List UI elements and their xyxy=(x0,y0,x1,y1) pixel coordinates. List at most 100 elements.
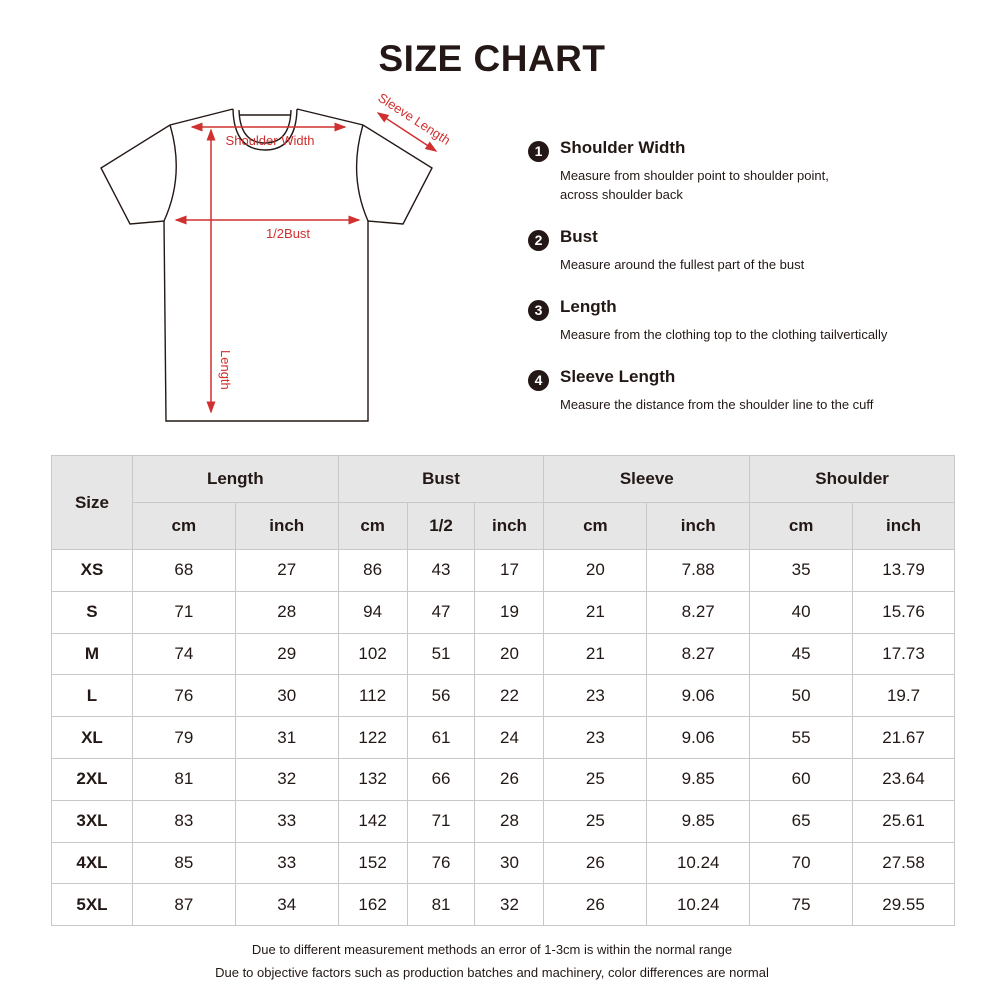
table-row: 2XL 81 32 132 66 26 25 9.85 60 23.64 xyxy=(51,757,955,801)
number-badge: 2 xyxy=(528,230,549,251)
value-cell: 70 xyxy=(749,841,854,885)
group-header-shoulder: Shoulder xyxy=(749,455,955,503)
length-label: Length xyxy=(218,350,233,390)
value-cell: 32 xyxy=(474,883,545,927)
value-cell: 132 xyxy=(337,757,408,801)
value-cell: 8.27 xyxy=(646,632,751,676)
unit-header: cm xyxy=(337,502,408,550)
value-cell: 10.24 xyxy=(646,841,751,885)
unit-header: inch xyxy=(474,502,545,550)
value-cell: 81 xyxy=(131,757,236,801)
value-cell: 152 xyxy=(337,841,408,885)
table-row: 5XL 87 34 162 81 32 26 10.24 75 29.55 xyxy=(51,883,955,927)
table-row: XL 79 31 122 61 24 23 9.06 55 21.67 xyxy=(51,716,955,759)
group-header-bust: Bust xyxy=(337,455,545,503)
definition-title: Bust xyxy=(560,227,598,246)
table-row: S 71 28 94 47 19 21 8.27 40 15.76 xyxy=(51,590,955,634)
size-cell: L xyxy=(51,674,133,718)
value-cell: 81 xyxy=(406,883,476,927)
unit-header: cm xyxy=(749,502,854,550)
value-cell: 26 xyxy=(474,757,545,801)
value-cell: 68 xyxy=(131,549,236,592)
value-cell: 51 xyxy=(406,632,476,676)
value-cell: 79 xyxy=(131,716,236,759)
value-cell: 61 xyxy=(406,716,476,759)
value-cell: 21.67 xyxy=(852,716,955,759)
size-cell: 5XL xyxy=(51,883,133,927)
value-cell: 15.76 xyxy=(852,590,955,634)
value-cell: 7.88 xyxy=(646,549,751,592)
size-cell: 2XL xyxy=(51,757,133,801)
size-cell: 3XL xyxy=(51,799,133,843)
value-cell: 45 xyxy=(749,632,854,676)
number-badge: 1 xyxy=(528,141,549,162)
value-cell: 122 xyxy=(337,716,408,759)
value-cell: 35 xyxy=(749,549,854,592)
unit-header: 1/2 xyxy=(406,502,476,550)
value-cell: 75 xyxy=(749,883,854,927)
table-row: 3XL 83 33 142 71 28 25 9.85 65 25.61 xyxy=(51,799,955,843)
value-cell: 33 xyxy=(234,841,339,885)
value-cell: 25 xyxy=(543,757,648,801)
value-cell: 23 xyxy=(543,716,648,759)
value-cell: 19.7 xyxy=(852,674,955,718)
value-cell: 85 xyxy=(131,841,236,885)
bust-label: 1/2Bust xyxy=(266,226,310,241)
value-cell: 76 xyxy=(131,674,236,718)
size-cell: XS xyxy=(51,549,133,592)
definition-desc: Measure from shoulder point to shoulder … xyxy=(560,168,829,202)
value-cell: 32 xyxy=(234,757,339,801)
table-row: 4XL 85 33 152 76 30 26 10.24 70 27.58 xyxy=(51,841,955,885)
value-cell: 142 xyxy=(337,799,408,843)
value-cell: 34 xyxy=(234,883,339,927)
definition-title: Length xyxy=(560,297,617,316)
value-cell: 10.24 xyxy=(646,883,751,927)
value-cell: 20 xyxy=(543,549,648,592)
value-cell: 83 xyxy=(131,799,236,843)
value-cell: 29.55 xyxy=(852,883,955,927)
value-cell: 30 xyxy=(474,841,545,885)
value-cell: 17 xyxy=(474,549,545,592)
value-cell: 26 xyxy=(543,883,648,927)
unit-header: cm xyxy=(131,502,236,550)
value-cell: 71 xyxy=(406,799,476,843)
value-cell: 28 xyxy=(234,590,339,634)
value-cell: 27 xyxy=(234,549,339,592)
value-cell: 25.61 xyxy=(852,799,955,843)
size-header: Size xyxy=(51,455,133,550)
value-cell: 47 xyxy=(406,590,476,634)
value-cell: 9.06 xyxy=(646,716,751,759)
value-cell: 30 xyxy=(234,674,339,718)
unit-header: inch xyxy=(852,502,955,550)
value-cell: 13.79 xyxy=(852,549,955,592)
value-cell: 94 xyxy=(337,590,408,634)
note-measurement-error: Due to different measurement methods an … xyxy=(251,942,733,957)
value-cell: 19 xyxy=(474,590,545,634)
unit-header: cm xyxy=(543,502,648,550)
value-cell: 21 xyxy=(543,632,648,676)
size-table: Size Length Bust Sleeve Shoulder cm inch c… xyxy=(51,455,955,927)
value-cell: 65 xyxy=(749,799,854,843)
table-row: XS 68 27 86 43 17 20 7.88 35 13.79 xyxy=(51,549,955,592)
value-cell: 24 xyxy=(474,716,545,759)
page-title: SIZE CHART xyxy=(378,38,606,79)
value-cell: 17.73 xyxy=(852,632,955,676)
value-cell: 40 xyxy=(749,590,854,634)
value-cell: 50 xyxy=(749,674,854,718)
group-header-length: Length xyxy=(131,455,339,503)
definition-desc: Measure the distance from the shoulder l… xyxy=(560,397,874,412)
value-cell: 43 xyxy=(406,549,476,592)
shoulder-width-label: Shoulder Width xyxy=(226,133,315,148)
value-cell: 71 xyxy=(131,590,236,634)
value-cell: 9.85 xyxy=(646,799,751,843)
value-cell: 162 xyxy=(337,883,408,927)
note-color-difference: Due to objective factors such as product… xyxy=(215,965,769,980)
tshirt-outline xyxy=(100,108,433,422)
group-header-sleeve: Sleeve xyxy=(543,455,751,503)
value-cell: 56 xyxy=(406,674,476,718)
value-cell: 55 xyxy=(749,716,854,759)
value-cell: 60 xyxy=(749,757,854,801)
value-cell: 74 xyxy=(131,632,236,676)
value-cell: 29 xyxy=(234,632,339,676)
value-cell: 20 xyxy=(474,632,545,676)
